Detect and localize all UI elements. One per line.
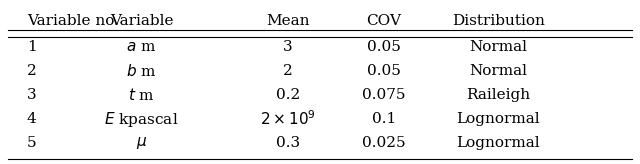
Text: 0.05: 0.05 (367, 64, 401, 78)
Text: 2: 2 (284, 64, 293, 78)
Text: 0.025: 0.025 (362, 136, 406, 150)
Text: Variable no.: Variable no. (27, 14, 119, 28)
Text: $\mu$: $\mu$ (136, 135, 147, 151)
Text: Normal: Normal (469, 40, 527, 53)
Text: COV: COV (366, 14, 401, 28)
Text: Mean: Mean (266, 14, 310, 28)
Text: Raileigh: Raileigh (467, 88, 531, 102)
Text: 0.2: 0.2 (276, 88, 300, 102)
Text: 1: 1 (27, 40, 36, 53)
Text: $a$ m: $a$ m (127, 40, 157, 53)
Text: 0.3: 0.3 (276, 136, 300, 150)
Text: Variable: Variable (110, 14, 173, 28)
Text: Normal: Normal (469, 64, 527, 78)
Text: 0.075: 0.075 (362, 88, 406, 102)
Text: Lognormal: Lognormal (456, 112, 540, 126)
Text: 0.05: 0.05 (367, 40, 401, 53)
Text: 3: 3 (284, 40, 293, 53)
Text: 2: 2 (27, 64, 36, 78)
Text: 0.1: 0.1 (372, 112, 396, 126)
Text: 4: 4 (27, 112, 36, 126)
Text: $b$ m: $b$ m (126, 63, 157, 79)
Text: Lognormal: Lognormal (456, 136, 540, 150)
Text: Distribution: Distribution (452, 14, 545, 28)
Text: 3: 3 (27, 88, 36, 102)
Text: $t$ m: $t$ m (128, 87, 155, 103)
Text: $2 \times 10^{9}$: $2 \times 10^{9}$ (260, 110, 316, 128)
Text: $E$ kpascal: $E$ kpascal (104, 110, 179, 129)
Text: 5: 5 (27, 136, 36, 150)
